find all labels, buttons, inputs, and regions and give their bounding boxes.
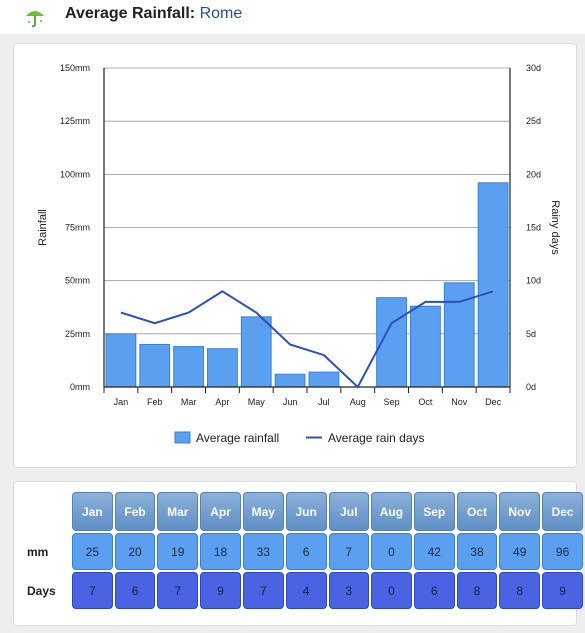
y2-tick-label: 5d — [526, 329, 536, 339]
y2-axis-title: Rainy days — [549, 200, 561, 255]
umbrella-icon — [26, 11, 44, 28]
table-days-cell: 7 — [157, 572, 199, 609]
x-tick-label: Aug — [350, 397, 366, 407]
mm-row-label: mm — [27, 544, 49, 559]
table-days-cell: 6 — [114, 572, 156, 609]
x-tick-label: Apr — [215, 397, 229, 407]
table-month-header: Apr — [200, 492, 241, 531]
table-mm-cell: 38 — [456, 533, 498, 570]
rainfall-bar — [207, 348, 238, 388]
x-tick-label: Sep — [384, 397, 400, 407]
x-tick-label: Feb — [147, 397, 163, 407]
table-days-cell: 0 — [370, 572, 412, 609]
page-header: Average Rainfall: Rome — [0, 0, 585, 34]
x-tick-label: Jul — [318, 397, 330, 407]
legend-bar-swatch — [174, 431, 191, 444]
title-prefix: Average Rainfall: — [65, 5, 196, 22]
rainfall-bar — [274, 373, 306, 388]
table-mm-cell: 6 — [285, 533, 327, 570]
table-mm-cell: 19 — [157, 533, 199, 570]
y-tick-label: 50mm — [65, 276, 90, 286]
table-mm-cell: 20 — [114, 533, 156, 570]
y-tick-label: 125mm — [60, 116, 90, 126]
y2-tick-label: 30d — [526, 63, 541, 73]
table-days-cell: 8 — [499, 572, 541, 609]
y2-tick-label: 25d — [526, 116, 541, 126]
y-tick-label: 75mm — [65, 223, 90, 233]
x-tick-label: Dec — [485, 397, 502, 407]
title-city: Rome — [199, 5, 243, 22]
rainfall-bar — [443, 282, 475, 388]
x-tick-label: Jan — [114, 397, 129, 407]
table-days-cell: 7 — [242, 572, 284, 609]
x-tick-label: May — [248, 397, 266, 407]
table-month-header: Dec — [542, 492, 583, 531]
table-mm-cell: 18 — [200, 533, 241, 570]
y-axis-title: Rainfall — [37, 209, 49, 246]
table-days-cell: 3 — [328, 572, 369, 609]
rainfall-table: Jan Feb Mar Apr May Jun Jul Aug Sep Oct Nov Dec mm 2… — [17, 490, 585, 611]
table-days-cell: 6 — [413, 572, 455, 609]
rainfall-bar — [410, 305, 441, 388]
y-tick-label: 0mm — [70, 382, 90, 392]
rainfall-bar — [477, 182, 509, 388]
page-title: Average Rainfall: Rome — [65, 5, 242, 23]
y2-tick-label: 10d — [526, 276, 541, 286]
table-month-header: May — [242, 492, 284, 531]
table-mm-cell: 7 — [328, 533, 369, 570]
table-days-cell: 7 — [71, 572, 113, 609]
x-tick-label: Nov — [451, 397, 468, 407]
table-corner — [19, 492, 70, 531]
rainfall-chart: 0mm 25mm 50mm 75mm 100mm 125mm 150mm 0d 5d 10d 15d… — [37, 63, 561, 445]
legend-bar-label: Average rainfall — [196, 431, 279, 445]
x-tick-label: Jun — [283, 397, 298, 407]
y2-tick-label: 20d — [526, 169, 541, 179]
table-month-header: Mar — [157, 492, 199, 531]
table-days-cell: 9 — [542, 572, 583, 609]
table-mm-cell: 33 — [242, 533, 284, 570]
table-days-cell: 9 — [200, 572, 241, 609]
y2-tick-label: 15d — [526, 223, 541, 233]
x-tick-label: Mar — [181, 397, 197, 407]
legend-line-label: Average rain days — [328, 431, 425, 445]
table-month-header: Jan — [71, 492, 113, 531]
table-month-header: Oct — [456, 492, 498, 531]
table-mm-cell: 0 — [370, 533, 412, 570]
y2-tick-label: 0d — [526, 382, 536, 392]
table-month-header: Feb — [114, 492, 156, 531]
table-month-header: Sep — [413, 492, 455, 531]
table-mm-cell: 49 — [499, 533, 541, 570]
y-tick-label: 25mm — [65, 329, 90, 339]
table-days-cell: 4 — [285, 572, 327, 609]
rainfall-bar — [105, 333, 137, 388]
rainfall-bar — [240, 316, 272, 388]
table-mm-cell: 42 — [413, 533, 455, 570]
table-mm-cell: 25 — [71, 533, 113, 570]
y-tick-label: 150mm — [60, 63, 90, 73]
rainfall-bar — [173, 346, 205, 388]
table-month-header: Jun — [285, 492, 327, 531]
table-mm-cell: 96 — [542, 533, 583, 570]
y-tick-label: 100mm — [60, 169, 90, 179]
rainfall-bar — [139, 343, 171, 388]
rainfall-bar — [308, 371, 340, 388]
table-month-header: Aug — [370, 492, 412, 531]
table-month-header: Nov — [499, 492, 541, 531]
table-days-cell: 8 — [456, 572, 498, 609]
days-row-label: Days — [27, 583, 56, 598]
table-month-header: Jul — [328, 492, 369, 531]
x-tick-label: Oct — [418, 397, 433, 407]
rain-days-line — [120, 290, 494, 389]
